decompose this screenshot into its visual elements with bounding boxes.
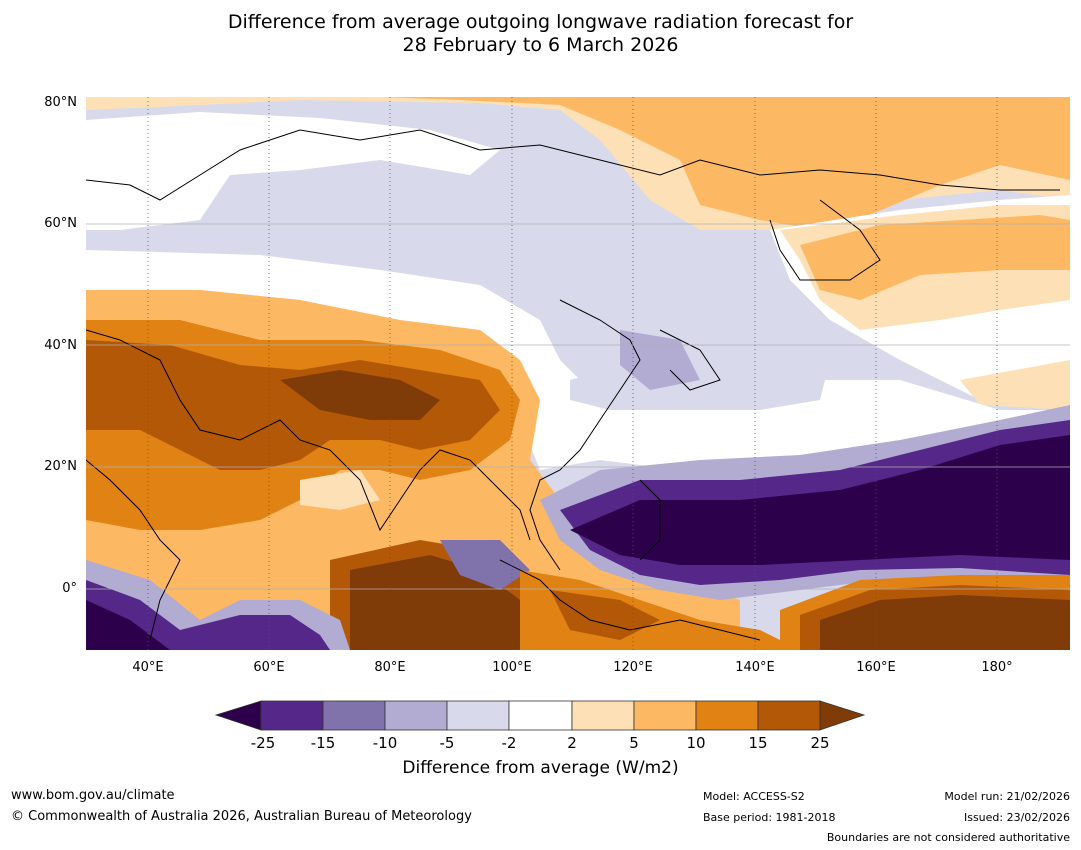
lon-label: 140°E bbox=[735, 660, 775, 675]
field-region bbox=[86, 340, 500, 470]
colorbar-segment bbox=[695, 700, 759, 731]
latitude-gridlines bbox=[86, 223, 1070, 590]
field-region bbox=[800, 215, 1070, 300]
colorbar-tick: 10 bbox=[686, 734, 706, 752]
field-region bbox=[86, 600, 170, 650]
base-period-text: Base period: 1981-2018 bbox=[703, 811, 836, 824]
lat-label: 0° bbox=[62, 581, 77, 596]
lon-label: 80°E bbox=[374, 660, 406, 675]
colorbar-title: Difference from average (W/m2) bbox=[402, 758, 679, 778]
field-region bbox=[280, 370, 440, 420]
colorbar-tick: 5 bbox=[629, 734, 639, 752]
colorbar-tick: 15 bbox=[748, 734, 768, 752]
lon-label: 60°E bbox=[253, 660, 285, 675]
lon-label: 100°E bbox=[492, 660, 532, 675]
lon-label: 120°E bbox=[613, 660, 653, 675]
colorbar-tick: -15 bbox=[310, 734, 336, 752]
longitude-gridlines bbox=[147, 97, 998, 650]
lon-label: 160°E bbox=[856, 660, 896, 675]
map-title-line1: Difference from average outgoing longwav… bbox=[227, 11, 854, 33]
colorbar-segment bbox=[384, 700, 448, 731]
colorbar-segment bbox=[508, 700, 573, 731]
colorbar bbox=[214, 700, 866, 731]
copyright-text: © Commonwealth of Australia 2026, Austra… bbox=[11, 809, 472, 824]
lat-label: 20°N bbox=[44, 459, 77, 474]
colorbar-tick: -5 bbox=[439, 734, 455, 752]
website-link[interactable]: www.bom.gov.au/climate bbox=[11, 788, 175, 803]
colorbar-tick: 25 bbox=[810, 734, 830, 752]
colorbar-tick: -2 bbox=[501, 734, 517, 752]
colorbar-segment bbox=[757, 700, 821, 731]
colorbar-min-arrow bbox=[214, 700, 262, 731]
colorbar-segment bbox=[633, 700, 697, 731]
lat-label: 60°N bbox=[44, 216, 77, 231]
disclaimer-text: Boundaries are not considered authoritat… bbox=[826, 831, 1070, 844]
lat-label: 40°N bbox=[44, 338, 77, 353]
colorbar-tick: 2 bbox=[567, 734, 577, 752]
field-region bbox=[440, 540, 530, 590]
field-region bbox=[86, 580, 330, 650]
colorbar-tick: -10 bbox=[372, 734, 398, 752]
field-region bbox=[820, 595, 1070, 650]
lon-label: 180° bbox=[981, 660, 1013, 675]
colorbar-segment bbox=[571, 700, 635, 731]
field-region bbox=[570, 340, 830, 410]
model-text: Model: ACCESS-S2 bbox=[703, 790, 805, 803]
colorbar-tick: -25 bbox=[250, 734, 276, 752]
field-region bbox=[86, 112, 500, 230]
field-region bbox=[570, 435, 1070, 565]
colorbar-max-arrow bbox=[819, 700, 866, 731]
field-region bbox=[380, 97, 1070, 230]
lon-label: 40°E bbox=[132, 660, 164, 675]
model-run-text: Model run: 21/02/2026 bbox=[944, 790, 1070, 803]
colorbar-segment bbox=[322, 700, 386, 731]
issued-text: Issued: 23/02/2026 bbox=[963, 811, 1070, 824]
field-region bbox=[960, 360, 1070, 410]
colorbar-segment bbox=[446, 700, 510, 731]
anomaly-field bbox=[86, 97, 1070, 650]
lat-label: 80°N bbox=[44, 95, 77, 110]
field-region bbox=[550, 590, 660, 640]
colorbar-segment bbox=[260, 700, 324, 731]
map-title-line2: 28 February to 6 March 2026 bbox=[402, 34, 679, 56]
coastlines bbox=[86, 129, 1060, 641]
